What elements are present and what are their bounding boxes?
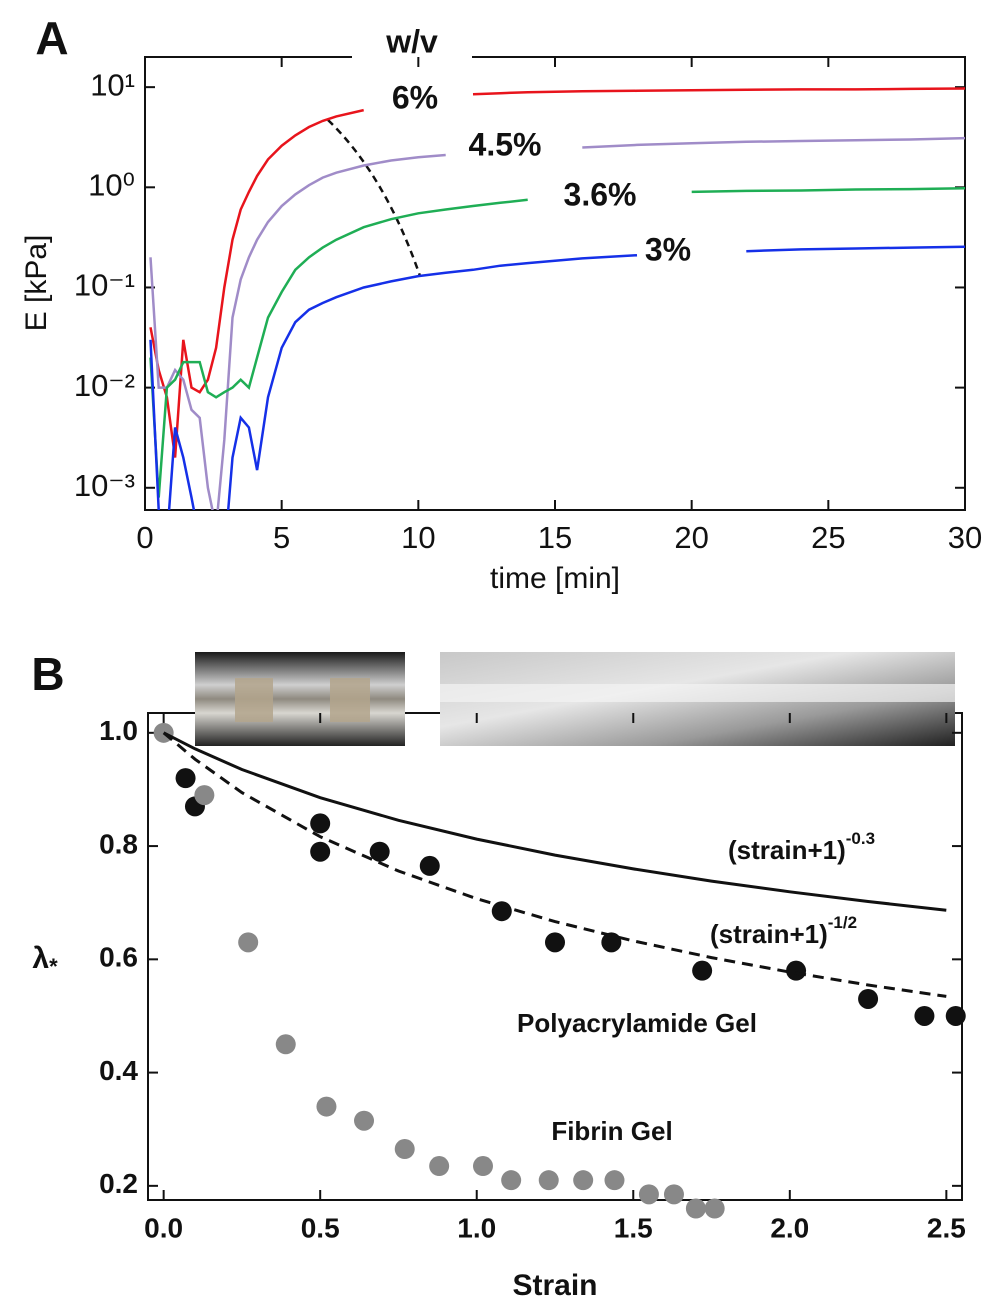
panel-label: B xyxy=(31,648,64,700)
point xyxy=(419,855,440,876)
legend-title: w/v xyxy=(385,23,438,59)
y-tick-label: 10⁰ xyxy=(88,167,135,202)
y-tick-label: 0.6 xyxy=(99,942,138,973)
point xyxy=(692,960,713,981)
curve-label-base: (strain+1) xyxy=(728,835,846,865)
series-label: Polyacrylamide Gel xyxy=(517,1008,757,1038)
point xyxy=(491,901,512,922)
series-label: 6% xyxy=(392,79,438,115)
x-tick-label: 20 xyxy=(674,520,708,555)
point xyxy=(685,1198,706,1219)
y-tick-label: 10¹ xyxy=(90,67,135,102)
point xyxy=(472,1156,493,1177)
y-tick-label: 0.2 xyxy=(99,1168,138,1199)
fit-curve xyxy=(163,731,947,912)
x-axis-label: time [min] xyxy=(490,562,620,595)
x-tick-label: 0 xyxy=(136,520,153,555)
y-axis-label: E [kPa] xyxy=(20,235,53,332)
series-label: 4.5% xyxy=(469,126,542,162)
point xyxy=(538,1170,559,1191)
series-label: 3.6% xyxy=(564,176,637,212)
y-axis-label: λ* xyxy=(32,942,58,979)
y-tick-label: 10⁻² xyxy=(74,368,135,403)
point xyxy=(354,1110,375,1131)
photo-gel xyxy=(330,678,370,722)
x-tick-label: 15 xyxy=(538,520,572,555)
x-tick-label: 0.0 xyxy=(144,1212,183,1243)
point xyxy=(663,1184,684,1205)
x-tick-label: 1.0 xyxy=(457,1212,496,1243)
x-tick-label: 2.5 xyxy=(927,1212,966,1243)
point xyxy=(194,785,215,806)
point xyxy=(638,1184,659,1205)
x-tick-label: 2.0 xyxy=(770,1212,809,1243)
photo-inset xyxy=(195,652,405,746)
curve-label: (strain+1)-0.3 xyxy=(728,829,875,864)
x-tick-label: 30 xyxy=(948,520,982,555)
point xyxy=(275,1034,296,1055)
x-tick-label: 10 xyxy=(401,520,435,555)
series-label: Fibrin Gel xyxy=(551,1116,672,1146)
y-tick-label: 10⁻¹ xyxy=(74,268,135,303)
point xyxy=(945,1005,966,1026)
y-tick-label: 0.8 xyxy=(99,828,138,859)
x-tick-label: 0.5 xyxy=(301,1212,340,1243)
series-line xyxy=(149,136,965,510)
x-tick-label: 5 xyxy=(273,520,290,555)
point xyxy=(786,960,807,981)
photo-strip xyxy=(440,684,955,702)
point xyxy=(858,988,879,1009)
series-line xyxy=(149,186,965,498)
point xyxy=(238,932,259,953)
point xyxy=(429,1156,450,1177)
series-label: 3% xyxy=(645,231,691,267)
point xyxy=(175,768,196,789)
point xyxy=(316,1096,337,1117)
y-tick-label: 1.0 xyxy=(99,715,138,746)
y-tick-label: 0.4 xyxy=(99,1055,138,1086)
series-line xyxy=(149,87,965,458)
series-line xyxy=(149,245,965,510)
fit-curve xyxy=(162,731,947,998)
point xyxy=(310,841,331,862)
point xyxy=(394,1139,415,1160)
point xyxy=(501,1170,522,1191)
curve-label-exponent: -1/2 xyxy=(828,913,857,932)
point xyxy=(573,1170,594,1191)
point xyxy=(310,813,331,834)
curve-label: (strain+1)-1/2 xyxy=(710,913,857,948)
panel-label: A xyxy=(35,12,68,64)
y-axis-label-main: λ xyxy=(32,942,49,975)
x-tick-label: 1.5 xyxy=(614,1212,653,1243)
point xyxy=(369,841,390,862)
point xyxy=(601,932,622,953)
curve-label-exponent: -0.3 xyxy=(846,829,875,848)
legend-title-bg xyxy=(352,30,472,70)
curve-label-base: (strain+1) xyxy=(710,919,828,949)
photo-gel xyxy=(235,678,273,722)
x-tick-label: 25 xyxy=(811,520,845,555)
y-tick-label: 10⁻³ xyxy=(74,468,135,503)
trend-guide xyxy=(327,119,422,277)
point xyxy=(914,1005,935,1026)
point xyxy=(704,1198,725,1219)
plot-frame xyxy=(144,56,966,511)
point xyxy=(604,1170,625,1191)
point xyxy=(545,932,565,953)
y-axis-label-sub: * xyxy=(49,954,58,979)
x-axis-label: Strain xyxy=(512,1269,597,1302)
